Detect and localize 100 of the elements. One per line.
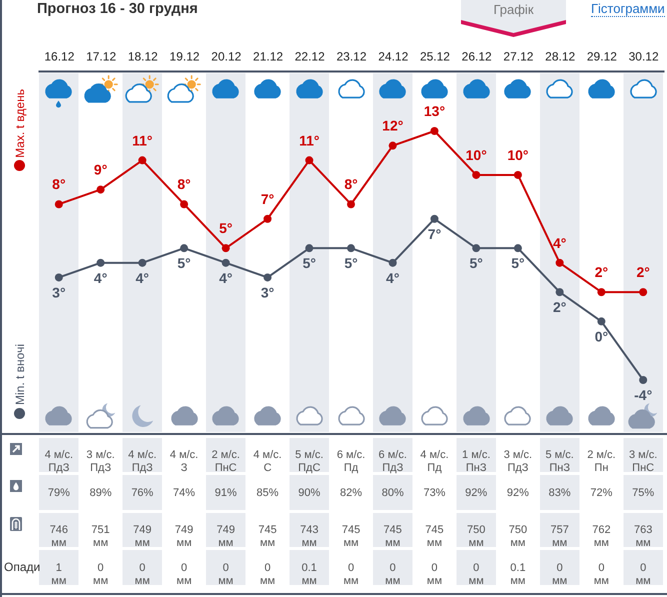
- data-label: 10°: [507, 146, 529, 163]
- text: 82%: [340, 486, 362, 498]
- x-tick-label: 16.12: [44, 50, 75, 64]
- point: [514, 244, 522, 252]
- data-label: 2°: [594, 264, 608, 280]
- point: [180, 200, 188, 208]
- x-tick-label: 23.12: [336, 50, 367, 64]
- data-label: 5°: [177, 255, 191, 272]
- data-label: 5°: [344, 255, 358, 272]
- text: 745 мм: [342, 524, 360, 549]
- text: 4 м/с. Пд: [420, 448, 449, 474]
- x-tick-label: 26.12: [462, 50, 492, 64]
- text: Опади: [4, 560, 40, 574]
- text: 0 мм: [218, 561, 234, 586]
- data-label: 11°: [132, 132, 153, 148]
- text: 0 мм: [93, 561, 108, 586]
- data-label: 11°: [299, 132, 320, 148]
- text: 3 м/с. ПдЗ: [504, 448, 532, 474]
- text: 749 мм: [216, 524, 235, 549]
- x-tick-label: 24.12: [378, 50, 409, 64]
- x-tick-label: 17.12: [86, 50, 116, 64]
- text: 85%: [256, 486, 279, 498]
- text: 762 мм: [592, 524, 611, 549]
- point: [305, 244, 314, 252]
- point: [556, 288, 564, 296]
- text: 0 мм: [385, 561, 400, 586]
- text: 4 м/с. С: [253, 448, 282, 474]
- point: [430, 127, 438, 135]
- point: [264, 273, 272, 282]
- data-label: 4°: [94, 270, 108, 286]
- data-label: 9°: [94, 162, 108, 178]
- text: 74%: [173, 486, 196, 498]
- data-label: 5°: [302, 255, 316, 272]
- point: [472, 244, 480, 252]
- point: [180, 244, 188, 252]
- data-label: 13°: [424, 103, 446, 119]
- text: 0 мм: [343, 561, 359, 586]
- text: 90%: [298, 486, 320, 498]
- point: [639, 288, 648, 296]
- text: 0 мм: [594, 561, 609, 586]
- point: [96, 186, 105, 194]
- x-tick-label: 30.12: [628, 50, 659, 64]
- data-label: 4°: [219, 270, 232, 286]
- text: 5 м/с. ПдС: [295, 448, 324, 474]
- data-label: 4°: [386, 270, 400, 286]
- point: [556, 258, 564, 267]
- text: 0 мм: [468, 561, 484, 586]
- text: 91%: [214, 486, 238, 498]
- text: 89%: [90, 486, 112, 498]
- text: 0.1 мм: [510, 561, 526, 586]
- text: 4 м/с. ПдЗ: [44, 448, 74, 474]
- x-tick-label: 29.12: [586, 50, 618, 64]
- text: 4 м/с. З: [170, 448, 198, 474]
- text: 750 мм: [467, 524, 486, 549]
- tab[interactable]: Графік: [461, 0, 566, 38]
- text: 3 м/с. ПдЗ: [86, 448, 115, 474]
- data-label: 5°: [470, 255, 483, 272]
- text: 0 мм: [426, 561, 442, 586]
- data-label: 12°: [382, 118, 404, 134]
- text: Min. t вночі: [12, 344, 26, 406]
- point: [264, 214, 272, 223]
- text: 0 мм: [636, 561, 651, 586]
- point: [639, 376, 648, 384]
- text: 4 м/с. ПдЗ: [128, 448, 157, 474]
- text: 6 м/с. ПдЗ: [378, 448, 407, 474]
- point: [347, 200, 355, 208]
- text: 0 мм: [260, 561, 276, 586]
- text: 0 мм: [552, 561, 568, 586]
- data-label: 4°: [552, 234, 566, 251]
- text: 3 м/с. ПнС: [628, 448, 658, 474]
- x-tick-label: 25.12: [420, 50, 450, 64]
- text: 92%: [506, 486, 530, 498]
- x-tick-label: 22.12: [294, 50, 326, 64]
- text: 2 м/с. ПнС: [212, 448, 240, 474]
- data-label: 2°: [552, 299, 566, 316]
- point: [388, 258, 397, 267]
- data-label: 8°: [52, 176, 66, 192]
- link[interactable]: Гістограмми: [591, 1, 665, 17]
- point: [472, 170, 480, 179]
- text: 763 мм: [634, 524, 652, 549]
- text: 76%: [131, 486, 154, 498]
- x-tick-label: 28.12: [545, 50, 576, 64]
- point: [96, 258, 105, 267]
- point: [597, 317, 606, 326]
- text: 750 мм: [508, 524, 528, 549]
- text: 80%: [382, 486, 404, 498]
- x-tick-label: 27.12: [503, 50, 534, 64]
- text: Max. t вдень: [12, 88, 26, 158]
- text: 743 мм: [300, 524, 318, 549]
- text: 73%: [423, 486, 446, 498]
- data-label: 0°: [594, 328, 608, 344]
- point: [54, 273, 63, 282]
- data-label: 7°: [428, 226, 442, 242]
- point: [54, 200, 63, 208]
- point: [305, 156, 314, 164]
- point: [597, 288, 606, 296]
- data-label: 10°: [466, 146, 487, 163]
- text: 0.1 мм: [302, 561, 317, 586]
- data-label: 5°: [511, 255, 525, 272]
- data-label: 8°: [344, 176, 358, 192]
